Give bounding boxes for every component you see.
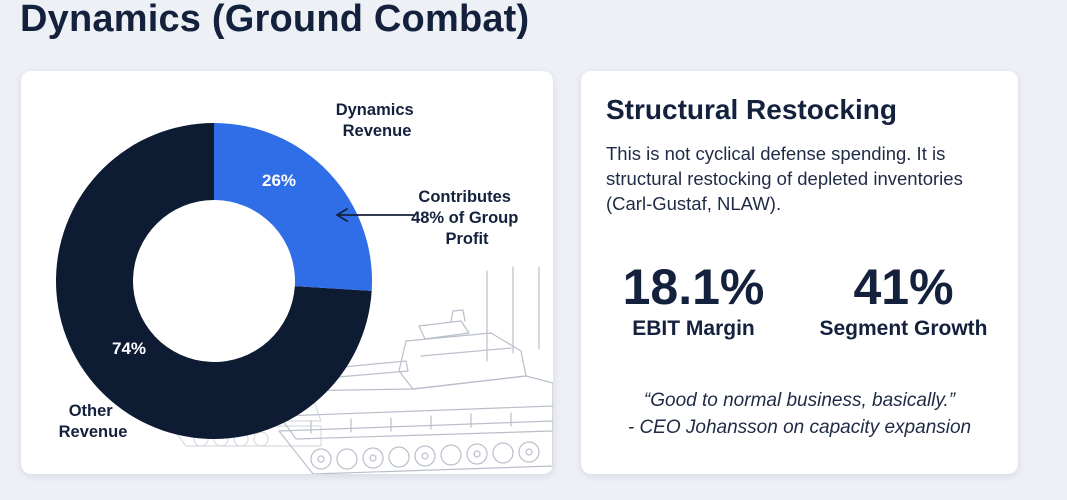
ebit-margin-label: EBIT Margin	[632, 317, 755, 340]
revenue-chart-card: 26% 74% Dynamics Revenue Other Revenue C…	[21, 71, 553, 474]
ebit-margin-metric: 18.1% EBIT Margin	[611, 259, 776, 341]
annotation-line-1: Contributes	[418, 188, 511, 206]
panel-title: Structural Restocking	[606, 94, 897, 125]
segment-growth-label: Segment Growth	[819, 317, 988, 340]
tank-illustration	[170, 266, 553, 474]
structural-restocking-card: Structural Restocking This is not cyclic…	[581, 71, 1018, 474]
ceo-quote: “Good to normal business, basically.” - …	[591, 387, 1008, 441]
segment-growth-metric: 41% Segment Growth	[801, 259, 1006, 341]
revenue-donut-chart: 26% 74% Dynamics Revenue Other Revenue C…	[56, 101, 523, 441]
dynamics-revenue-slice	[214, 123, 373, 291]
other-legend-label: Other Revenue	[59, 402, 128, 441]
other-revenue-slice	[56, 123, 372, 439]
ebit-margin-value: 18.1%	[622, 259, 765, 315]
dynamics-legend-line-2: Revenue	[343, 122, 412, 140]
annotation-line-3: Profit	[445, 230, 489, 248]
other-percent-label: 74%	[112, 339, 146, 358]
other-legend-line-1: Other	[69, 402, 114, 420]
panel-body: This is not cyclical defense spending. I…	[606, 143, 963, 214]
page-title: Dynamics (Ground Combat)	[20, 0, 530, 40]
svg-text:Contributes 48% of Gro: Contributes 48% of Group Profit	[411, 188, 523, 248]
quote-text: “Good to normal business, basically.”	[643, 390, 956, 411]
other-legend-line-2: Revenue	[59, 423, 128, 441]
dynamics-legend-line-1: Dynamics	[336, 101, 414, 119]
annotation-line-2: 48% of Group	[411, 209, 518, 227]
profit-annotation: Contributes 48% of Group Profit	[336, 188, 523, 248]
quote-attribution: - CEO Johansson on capacity expansion	[627, 417, 972, 438]
segment-growth-value: 41%	[853, 259, 954, 315]
dynamics-percent-label: 26%	[262, 171, 296, 190]
dynamics-legend-label: Dynamics Revenue	[336, 101, 419, 140]
